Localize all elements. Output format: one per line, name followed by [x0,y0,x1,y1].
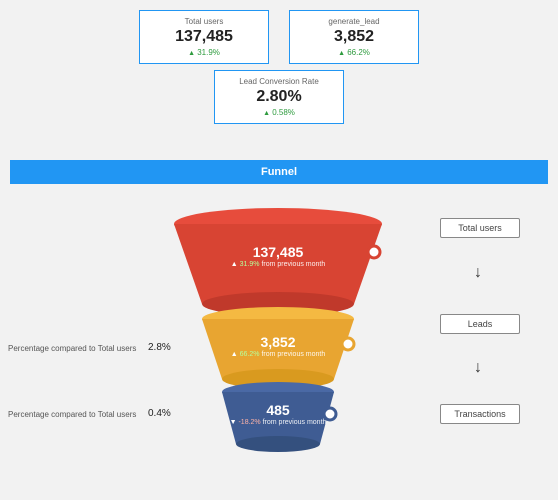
stage-value: 137,485 [170,244,386,260]
funnel-chart: 137,485 ▲ 31.9% from previous month 3,85… [0,184,558,474]
card-title: generate_lead [294,17,414,26]
funnel-banner: Funnel [10,160,548,184]
stage-change: ▲ 66.2% from previous month [170,351,386,358]
card-conversion-rate: Lead Conversion Rate 2.80% ▲ 0.58% [214,70,344,124]
card-change: ▲ 31.9% [144,48,264,57]
card-value: 2.80% [219,88,339,106]
pct-value: 0.4% [148,408,171,419]
card-title: Lead Conversion Rate [219,77,339,86]
up-arrow-icon: ▲ [231,351,238,358]
pct-label: Percentage compared to Total users [8,344,136,353]
card-total-users: Total users 137,485 ▲ 31.9% [139,10,269,64]
funnel-stage-text: 485 ▼ -18.2% from previous month [170,402,386,426]
down-arrow-icon: ↓ [474,264,482,282]
down-arrow-icon: ▼ [230,419,237,426]
card-value: 3,852 [294,28,414,46]
up-arrow-icon: ▲ [188,50,195,57]
funnel-stage-text: 3,852 ▲ 66.2% from previous month [170,334,386,358]
funnel-stage-text: 137,485 ▲ 31.9% from previous month [170,244,386,268]
stage-tag: Total users [440,218,520,238]
metrics-row-2: Lead Conversion Rate 2.80% ▲ 0.58% [0,70,558,130]
down-arrow-icon: ↓ [474,359,482,377]
up-arrow-icon: ▲ [263,110,270,117]
card-title: Total users [144,17,264,26]
pct-value: 2.8% [148,342,171,353]
stage-change: ▼ -18.2% from previous month [170,419,386,426]
pct-label: Percentage compared to Total users [8,410,136,419]
stage-value: 485 [170,402,386,418]
stage-change: ▲ 31.9% from previous month [170,261,386,268]
stage-value: 3,852 [170,334,386,350]
card-value: 137,485 [144,28,264,46]
stage-tag: Transactions [440,404,520,424]
card-change: ▲ 66.2% [294,48,414,57]
metrics-row-1: Total users 137,485 ▲ 31.9% generate_lea… [0,0,558,70]
up-arrow-icon: ▲ [231,261,238,268]
stage-tag: Leads [440,314,520,334]
card-change: ▲ 0.58% [219,108,339,117]
up-arrow-icon: ▲ [338,50,345,57]
card-generate-lead: generate_lead 3,852 ▲ 66.2% [289,10,419,64]
